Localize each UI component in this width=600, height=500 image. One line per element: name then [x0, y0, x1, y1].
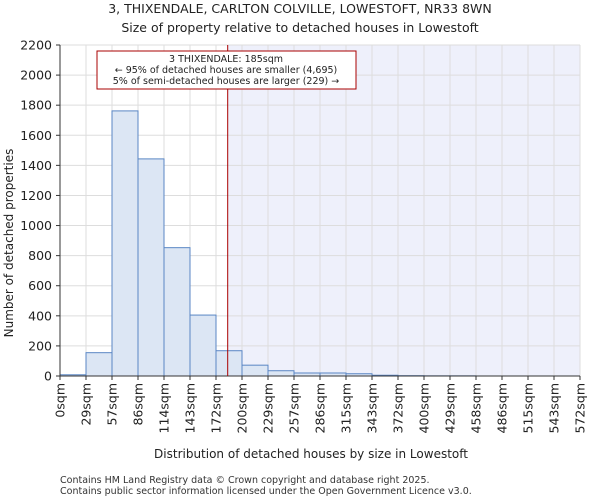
bar — [241, 364, 269, 377]
y-axis-label: Number of detached properties — [2, 149, 16, 338]
y-tick-label: 400 — [28, 308, 52, 323]
y-tick-label: 1400 — [20, 158, 52, 173]
y-tick-label: 2200 — [20, 38, 52, 53]
bar — [189, 314, 217, 377]
x-tick-label: 400sqm — [417, 383, 432, 433]
x-tick-label: 114sqm — [157, 383, 172, 433]
annotation-box: 3 THIXENDALE: 185sqm ← 95% of detached h… — [96, 50, 357, 90]
x-tick-label: 257sqm — [287, 383, 302, 433]
x-tick-label: 515sqm — [521, 383, 536, 433]
bar — [267, 370, 295, 377]
x-tick-label: 86sqm — [131, 383, 146, 426]
chart-subtitle: Size of property relative to detached ho… — [121, 20, 478, 35]
y-tick-label: 1600 — [20, 128, 52, 143]
y-tick-label: 600 — [28, 278, 52, 293]
chart-title: 3, THIXENDALE, CARLTON COLVILLE, LOWESTO… — [108, 1, 492, 16]
x-tick-label: 172sqm — [209, 383, 224, 433]
x-tick-label: 57sqm — [105, 383, 120, 426]
y-tick-label: 200 — [28, 338, 52, 353]
bar — [137, 158, 165, 377]
bar — [215, 350, 243, 377]
bars — [59, 110, 477, 377]
annotation-line-3: 5% of semi-detached houses are larger (2… — [113, 76, 340, 87]
x-tick-label: 0sqm — [53, 383, 68, 418]
y-tick-label: 2000 — [20, 68, 52, 83]
x-axis-label: Distribution of detached houses by size … — [154, 447, 468, 461]
bar — [85, 352, 113, 377]
x-tick-label: 143sqm — [183, 383, 198, 433]
y-tick-label: 1200 — [20, 188, 52, 203]
y-tick-label: 0 — [44, 369, 52, 384]
x-tick-label: 429sqm — [443, 383, 458, 433]
x-tick-label: 343sqm — [365, 383, 380, 433]
x-axis-ticks: 0sqm 29sqm 57sqm 86sqm 114sqm 143sqm 172sqm 200… — [53, 376, 588, 433]
x-tick-label: 543sqm — [547, 383, 562, 433]
x-tick-label: 29sqm — [79, 383, 94, 426]
bar — [163, 247, 191, 377]
y-axis-ticks: 0 200 400 600 800 1000 1200 1400 1600 1800 2000 220… — [20, 38, 60, 384]
x-tick-label: 200sqm — [235, 383, 250, 433]
y-tick-label: 1800 — [20, 98, 52, 113]
x-tick-label: 572sqm — [573, 383, 588, 433]
x-tick-label: 315sqm — [339, 383, 354, 433]
x-tick-label: 229sqm — [261, 383, 276, 433]
x-tick-label: 286sqm — [313, 383, 328, 433]
y-tick-label: 1000 — [20, 218, 52, 233]
annotation-line-1: 3 THIXENDALE: 185sqm — [169, 54, 283, 65]
footer-line-1: Contains HM Land Registry data © Crown c… — [60, 475, 430, 486]
highlight-region — [227, 45, 580, 376]
x-tick-label: 372sqm — [391, 383, 406, 433]
bar — [111, 110, 139, 377]
y-tick-label: 800 — [28, 248, 52, 263]
x-tick-label: 458sqm — [469, 383, 484, 433]
x-tick-label: 486sqm — [495, 383, 510, 433]
annotation-line-2: ← 95% of detached houses are smaller (4,… — [115, 65, 338, 76]
footer-line-2: Contains public sector information licen… — [60, 486, 472, 497]
